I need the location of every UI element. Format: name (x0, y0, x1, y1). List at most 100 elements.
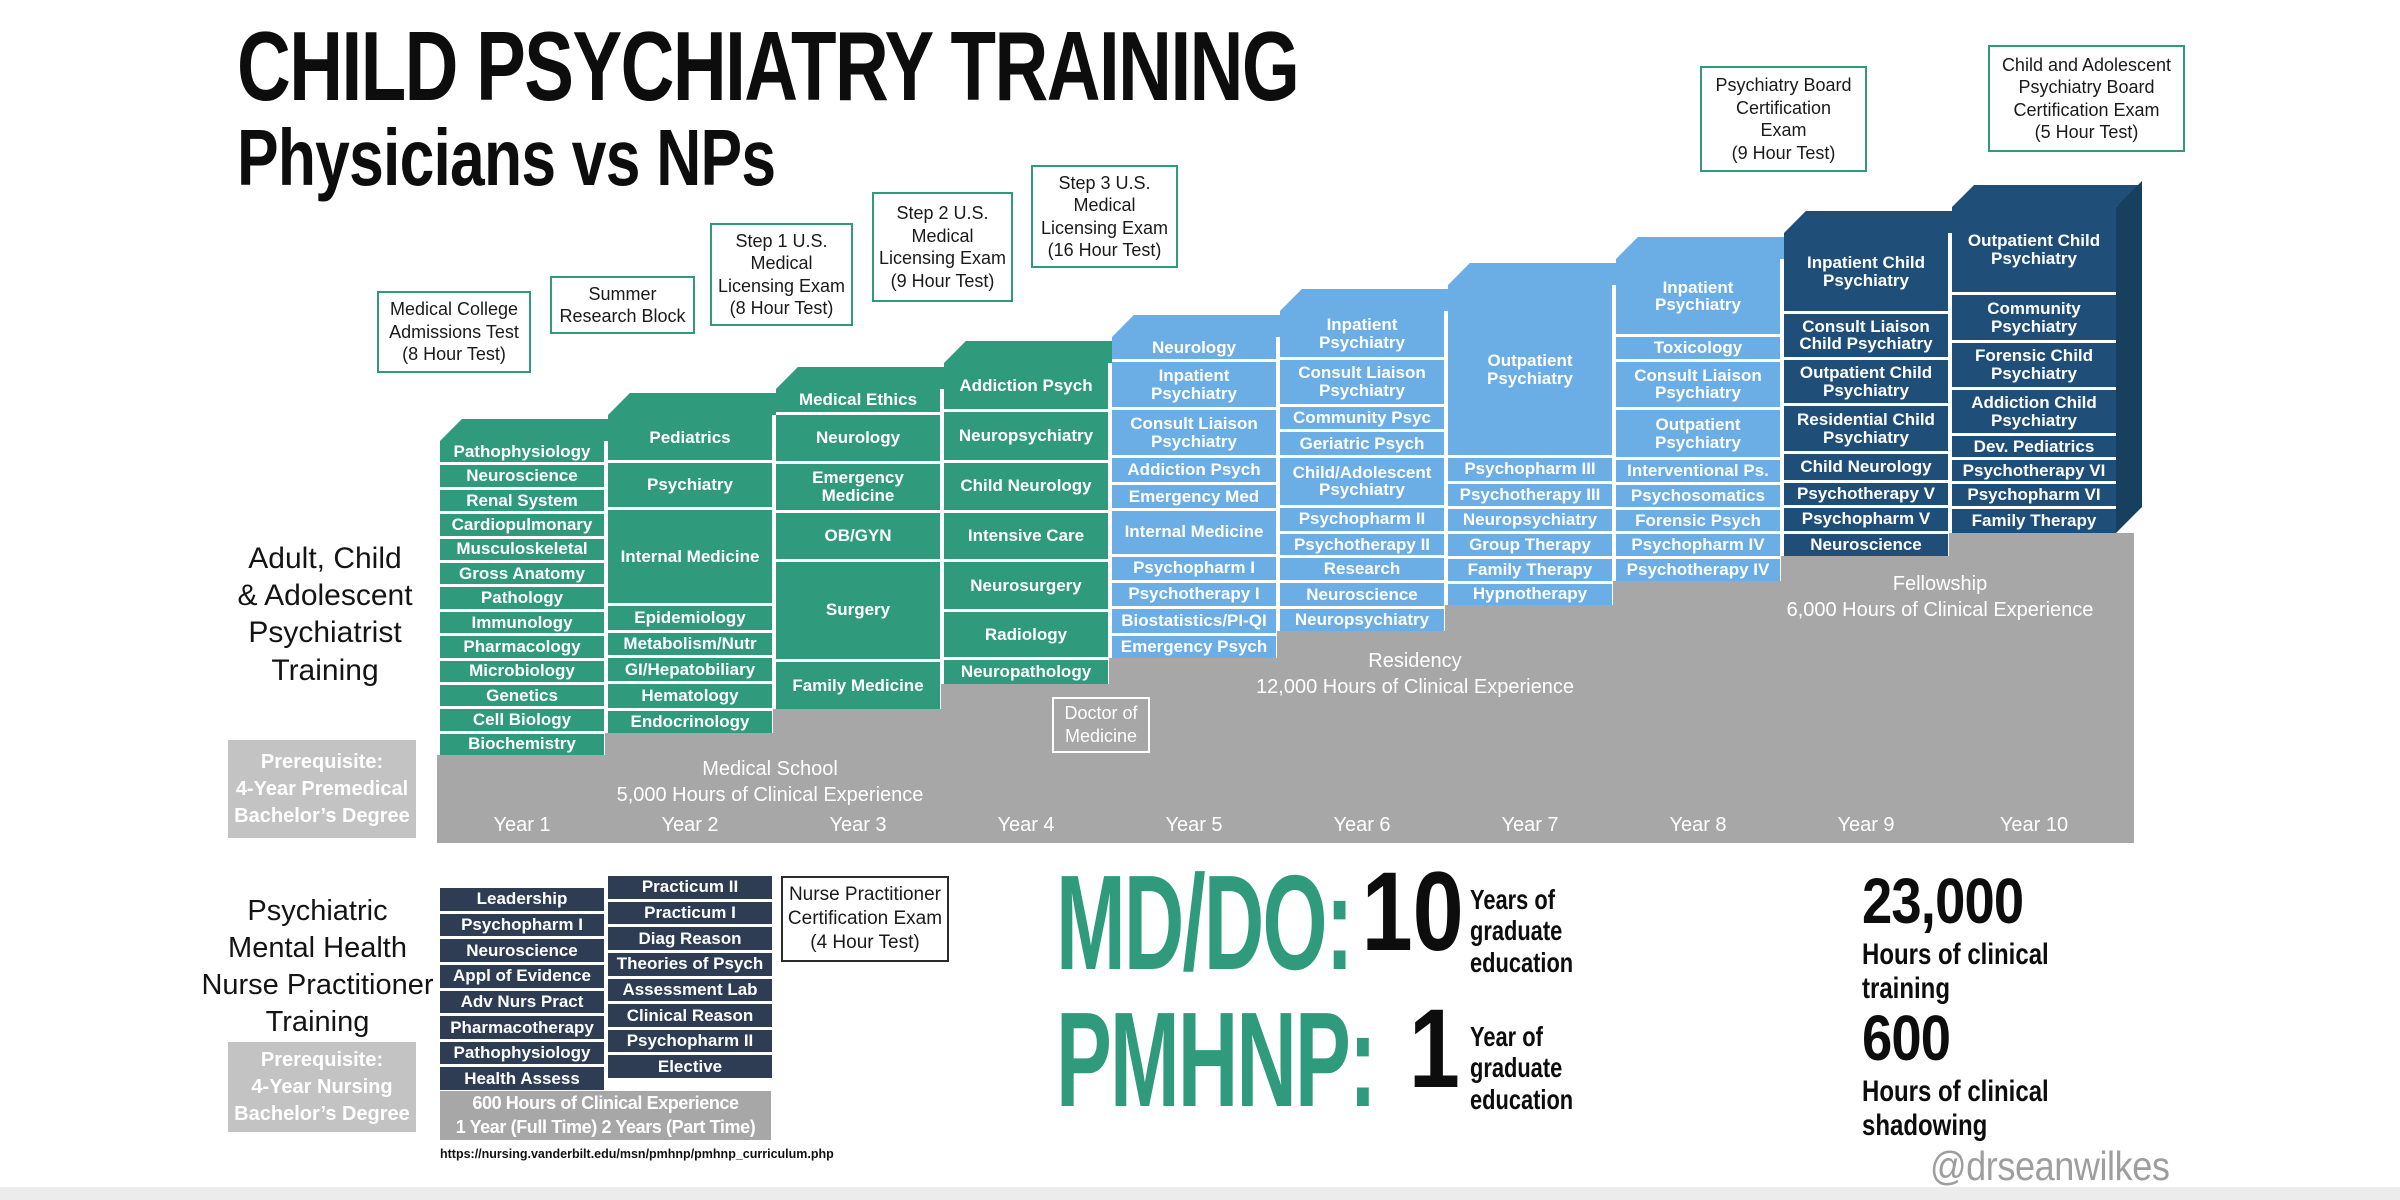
curriculum-cell: Psychotherapy II (1280, 533, 1444, 556)
curriculum-cell: Endocrinology (608, 711, 772, 734)
source-url: https://nursing.vanderbilt.edu/msn/pmhnp… (440, 1147, 834, 1161)
phase-base-step (941, 684, 1113, 843)
curriculum-cell: Metabolism/Nutr (608, 633, 772, 656)
exam-box-mcat: Medical College Admissions Test (8 Hour … (377, 291, 531, 373)
curriculum-cell: Dev. Pediatrics (1952, 436, 2116, 457)
phase-base-step (773, 709, 945, 843)
curriculum-cell: Psychotherapy IV (1616, 559, 1780, 582)
year-axis-label: Year 3 (829, 814, 887, 836)
np-curriculum-cell: Psychopharm II (608, 1029, 772, 1053)
md-track-label: Adult, Child & Adolescent Psychiatrist T… (237, 542, 413, 687)
column-top-face (608, 393, 776, 415)
curriculum-cell: Biochemistry (440, 733, 604, 756)
curriculum-cell: Cardiopulmonary (440, 514, 604, 536)
np-curriculum-cell: Appl of Evidence (440, 964, 604, 988)
phase-label-residency: Residency 12,000 Hours of Clinical Exper… (1256, 650, 1574, 698)
md-prerequisite-box: Prerequisite: 4-Year Premedical Bachelor… (228, 740, 416, 838)
curriculum-cell: Medical Ethics (776, 389, 940, 412)
phase-base-step (1109, 658, 1281, 843)
curriculum-cell: Immunology (440, 611, 604, 634)
curriculum-cell: Consult Liaison Child Psychiatry (1784, 313, 1948, 358)
year-axis-label: Year 7 (1501, 814, 1559, 836)
curriculum-cell: Cell Biology (440, 709, 604, 731)
year-axis-label: Year 1 (493, 814, 551, 836)
curriculum-cell: Psychotherapy VI (1952, 460, 2116, 481)
curriculum-cell: Psychiatry (608, 462, 772, 507)
curriculum-cell: Family Medicine (776, 661, 940, 710)
exam-box-np-certification: Nurse Practitioner Certification Exam (4… (781, 876, 949, 962)
curriculum-cell: Forensic Child Psychiatry (1952, 343, 2116, 387)
curriculum-cell: OB/GYN (776, 512, 940, 559)
column-right-face (2116, 181, 2142, 533)
curriculum-column-year-4: Addiction Psych Neuropsychiatry Child Neur… (944, 363, 1108, 684)
year-axis-label: Year 8 (1669, 814, 1727, 836)
exam-box-psychiatry-boards: Psychiatry Board Certification Exam (9 H… (1700, 66, 1867, 172)
phase-label-fellowship: Fellowship 6,000 Hours of Clinical Exper… (1786, 573, 2094, 621)
curriculum-cell: Emergency Medicine (776, 463, 940, 510)
year-axis-label: Year 9 (1837, 814, 1895, 836)
curriculum-cell: Neurology (1112, 337, 1276, 360)
curriculum-cell: Psychopharm IV (1616, 534, 1780, 557)
curriculum-cell: Neurology (776, 414, 940, 461)
md-do-stat-label: MD/DO: (1056, 847, 1354, 998)
column-top-face (944, 341, 1112, 363)
phase-base-step (1277, 631, 1449, 843)
curriculum-cell: Inpatient Psychiatry (1112, 362, 1276, 408)
pmhnp-hours-number: 600 (1862, 1002, 1951, 1074)
curriculum-cell: Neuropsychiatry (1448, 508, 1612, 532)
md-hours-number: 23,000 (1862, 865, 2024, 937)
curriculum-cell: Pediatrics (608, 415, 772, 460)
curriculum-cell: Outpatient Psychiatry (1448, 285, 1612, 456)
np-curriculum-cell: Pathophysiology (440, 1041, 604, 1065)
phase-base-step (1949, 533, 2134, 843)
curriculum-cell: Surgery (776, 561, 940, 659)
np-curriculum-cell: Theories of Psych (608, 952, 772, 976)
curriculum-cell: Community Psyc (1280, 407, 1444, 430)
column-top-face (1784, 211, 1952, 233)
curriculum-cell: Psychotherapy V (1784, 482, 1948, 505)
curriculum-cell: Pathology (440, 587, 604, 609)
curriculum-column-year-9: Inpatient Child Psychiatry Consult Liaiso… (1784, 233, 1948, 556)
np-prerequisite-box: Prerequisite: 4-Year Nursing Bachelor’s … (228, 1042, 416, 1132)
author-handle: @drseanwilkes (1930, 1143, 2170, 1189)
pmhnp-hours-description: Hours of clinical shadowing (1862, 1075, 2049, 1142)
curriculum-cell: Community Psychiatry (1952, 295, 2116, 340)
curriculum-cell: Child Neurology (1784, 454, 1948, 480)
curriculum-cell: Outpatient Psychiatry (1616, 410, 1780, 457)
curriculum-cell: Neuropsychiatry (944, 411, 1108, 460)
curriculum-cell: Consult Liaison Psychiatry (1112, 410, 1276, 456)
curriculum-cell: Consult Liaison Psychiatry (1616, 361, 1780, 408)
curriculum-cell: Internal Medicine (1112, 510, 1276, 554)
doctor-of-medicine-box: Doctor of Medicine (1052, 697, 1150, 753)
np-clinical-hours-box: 600 Hours of Clinical Experience 1 Year … (440, 1091, 771, 1140)
curriculum-cell: Neuropathology (944, 660, 1108, 684)
np-curriculum-cell: Psychopharm I (440, 913, 604, 937)
curriculum-cell: Biostatistics/PI-QI (1112, 608, 1276, 633)
year-axis-label: Year 4 (997, 814, 1055, 836)
exam-box-usmle-step3: Step 3 U.S. Medical Licensing Exam (16 H… (1031, 165, 1178, 268)
column-top-face (1448, 263, 1616, 285)
curriculum-column-year-6: Inpatient Psychiatry Consult Liaison Psyc… (1280, 311, 1444, 631)
curriculum-cell: Family Therapy (1448, 559, 1612, 581)
curriculum-cell: Inpatient Psychiatry (1280, 311, 1444, 357)
curriculum-cell: Addiction Psych (1112, 458, 1276, 483)
column-top-face (440, 419, 608, 441)
exam-box-usmle-step2: Step 2 U.S. Medical Licensing Exam (9 Ho… (872, 192, 1013, 302)
curriculum-cell: Addiction Child Psychiatry (1952, 390, 2116, 433)
curriculum-cell: Renal System (440, 489, 604, 512)
curriculum-column-year-10: Outpatient Child Psychiatry Community Psy… (1952, 207, 2116, 533)
curriculum-cell: Pathophysiology (440, 441, 604, 463)
np-curriculum-cell: Practicum I (608, 901, 772, 925)
np-curriculum-cell: Elective (608, 1055, 772, 1078)
np-curriculum-cell: Diag Reason (608, 927, 772, 950)
exam-box-summer-research: Summer Research Block (550, 276, 695, 334)
curriculum-cell: Musculoskeletal (440, 538, 604, 560)
curriculum-cell: Family Therapy (1952, 509, 2116, 533)
md-years-description: Years of graduate education (1470, 884, 1574, 978)
year-axis-label: Year 6 (1333, 814, 1391, 836)
curriculum-cell: Hypnotherapy (1448, 583, 1612, 605)
curriculum-cell: Forensic Psych (1616, 509, 1780, 532)
md-hours-description: Hours of clinical training (1862, 938, 2049, 1005)
curriculum-cell: Psychosomatics (1616, 484, 1780, 507)
pmhnp-years-description: Year of graduate education (1470, 1021, 1574, 1115)
